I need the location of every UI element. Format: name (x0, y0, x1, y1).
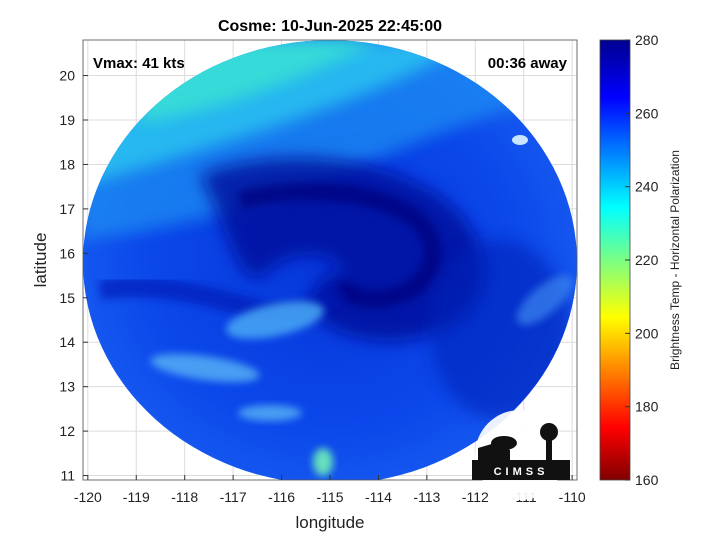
x-axis-label: longitude (295, 513, 364, 532)
x-tick-label: -120 (74, 489, 102, 505)
colorbar-tick-label: 280 (635, 32, 659, 48)
spiral-band (237, 182, 442, 309)
y-tick-label: 18 (59, 156, 75, 172)
x-tick-label: -115 (317, 489, 344, 505)
colorbar-tick-label: 240 (635, 179, 659, 195)
x-tick-label: -117 (220, 489, 247, 505)
y-tick-label: 19 (59, 112, 75, 128)
colorbar-tick-label: 260 (635, 105, 659, 121)
warm-speck-northeast (512, 135, 528, 145)
y-axis: 11 12 13 14 15 16 17 18 19 20 (59, 68, 88, 484)
colorbar-tick-label: 180 (635, 399, 659, 415)
logo-tower-stem (546, 438, 552, 460)
logo-tower-tank (540, 423, 558, 441)
logo-banner (472, 460, 570, 480)
warm-patch-east (516, 275, 574, 325)
colorbar-label: Brightness Temp - Horizontal Polarizatio… (668, 150, 682, 370)
warm-patch-center (225, 301, 325, 339)
colorbar-ticks: 160 180 200 220 240 260 280 (625, 32, 659, 488)
chart-title: Cosme: 10-Jun-2025 22:45:00 (218, 18, 442, 35)
time-offset-annotation: 00:36 away (488, 55, 568, 72)
x-tick-label: -114 (365, 489, 392, 505)
y-tick-label: 15 (59, 290, 75, 306)
colorbar-tick-label: 160 (635, 472, 659, 488)
western-cold-band (98, 277, 348, 323)
colorbar-tick-label: 220 (635, 252, 659, 268)
x-tick-label: -118 (171, 489, 198, 505)
warm-patch-southwest (150, 353, 260, 383)
logo-dish (491, 436, 517, 450)
y-tick-label: 17 (59, 201, 75, 217)
x-tick-label: -119 (123, 489, 150, 505)
y-tick-label: 20 (59, 68, 75, 84)
warm-patch-south-edge (313, 448, 333, 476)
y-tick-label: 13 (59, 379, 75, 395)
x-tick-label: -110 (559, 489, 586, 505)
y-tick-label: 11 (60, 468, 75, 484)
y-tick-label: 16 (59, 245, 75, 261)
vmax-annotation: Vmax: 41 kts (93, 55, 185, 72)
eastern-cold-region (430, 240, 570, 420)
x-tick-label: -113 (413, 489, 440, 505)
logo-text: CIMSS (494, 466, 549, 478)
warm-patch-south (238, 405, 302, 421)
y-tick-label: 14 (59, 334, 75, 350)
x-tick-label: -112 (462, 489, 489, 505)
colorbar-tick-label: 200 (635, 325, 659, 341)
y-tick-label: 12 (59, 423, 75, 439)
x-tick-label: -116 (268, 489, 295, 505)
cimss-logo: CIMSS (472, 410, 570, 500)
y-axis-label: latitude (31, 233, 50, 288)
